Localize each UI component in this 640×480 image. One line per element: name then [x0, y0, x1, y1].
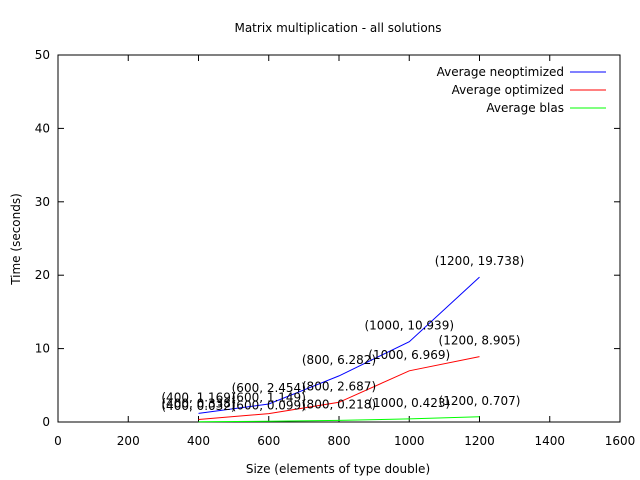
y-tick-label: 0	[42, 415, 50, 429]
legend-label: Average neoptimized	[437, 65, 564, 79]
x-tick-label: 600	[257, 434, 280, 448]
x-tick-label: 400	[187, 434, 210, 448]
x-tick-label: 0	[54, 434, 62, 448]
data-point-label: (400, 0.338)	[161, 397, 235, 411]
y-tick-label: 40	[35, 121, 50, 135]
data-point-label: (400, 1.169)	[161, 390, 235, 404]
x-tick-label: 1400	[534, 434, 565, 448]
y-tick-label: 10	[35, 342, 50, 356]
y-axis-label: Time (seconds)	[9, 193, 23, 286]
x-tick-label: 1000	[394, 434, 425, 448]
legend-label: Average blas	[486, 101, 564, 115]
series-line-1	[198, 276, 480, 414]
chart-title: Matrix multiplication - all solutions	[234, 21, 441, 35]
x-tick-label: 800	[328, 434, 351, 448]
x-tick-label: 1200	[464, 434, 495, 448]
data-point-label: (600, 2.454)	[232, 381, 306, 395]
x-axis-label: Size (elements of type double)	[246, 462, 430, 476]
x-tick-label: 200	[117, 434, 140, 448]
y-tick-label: 50	[35, 48, 50, 62]
x-tick-label: 1600	[605, 434, 636, 448]
data-point-label: (600, 0.099)	[232, 398, 306, 412]
series-line-3	[198, 416, 480, 423]
data-point-label: (800, 0.218)	[302, 397, 376, 411]
data-point-label: (800, 2.687)	[302, 379, 376, 393]
point-labels: (400, 1.169)(600, 2.454)(800, 6.282)(100…	[161, 254, 524, 413]
legend: Average neoptimized Average optimized Aver…	[437, 65, 606, 115]
data-point-label: (400, 0.032)	[161, 399, 235, 413]
series-line-2	[198, 356, 480, 420]
data-point-label: (1000, 10.939)	[364, 319, 454, 333]
data-point-label: (1200, 8.905)	[439, 334, 521, 348]
data-point-label: (600, 1.149)	[232, 391, 306, 405]
legend-label: Average optimized	[452, 83, 564, 97]
data-point-label: (800, 6.282)	[302, 353, 376, 367]
data-point-label: (1200, 0.707)	[439, 394, 521, 408]
data-point-label: (1200, 19.738)	[435, 254, 525, 268]
data-point-label: (1000, 0.423)	[368, 396, 450, 410]
series-lines	[198, 276, 480, 423]
y-tick-label: 30	[35, 195, 50, 209]
data-point-label: (1000, 6.969)	[368, 348, 450, 362]
y-tick-label: 20	[35, 268, 50, 282]
